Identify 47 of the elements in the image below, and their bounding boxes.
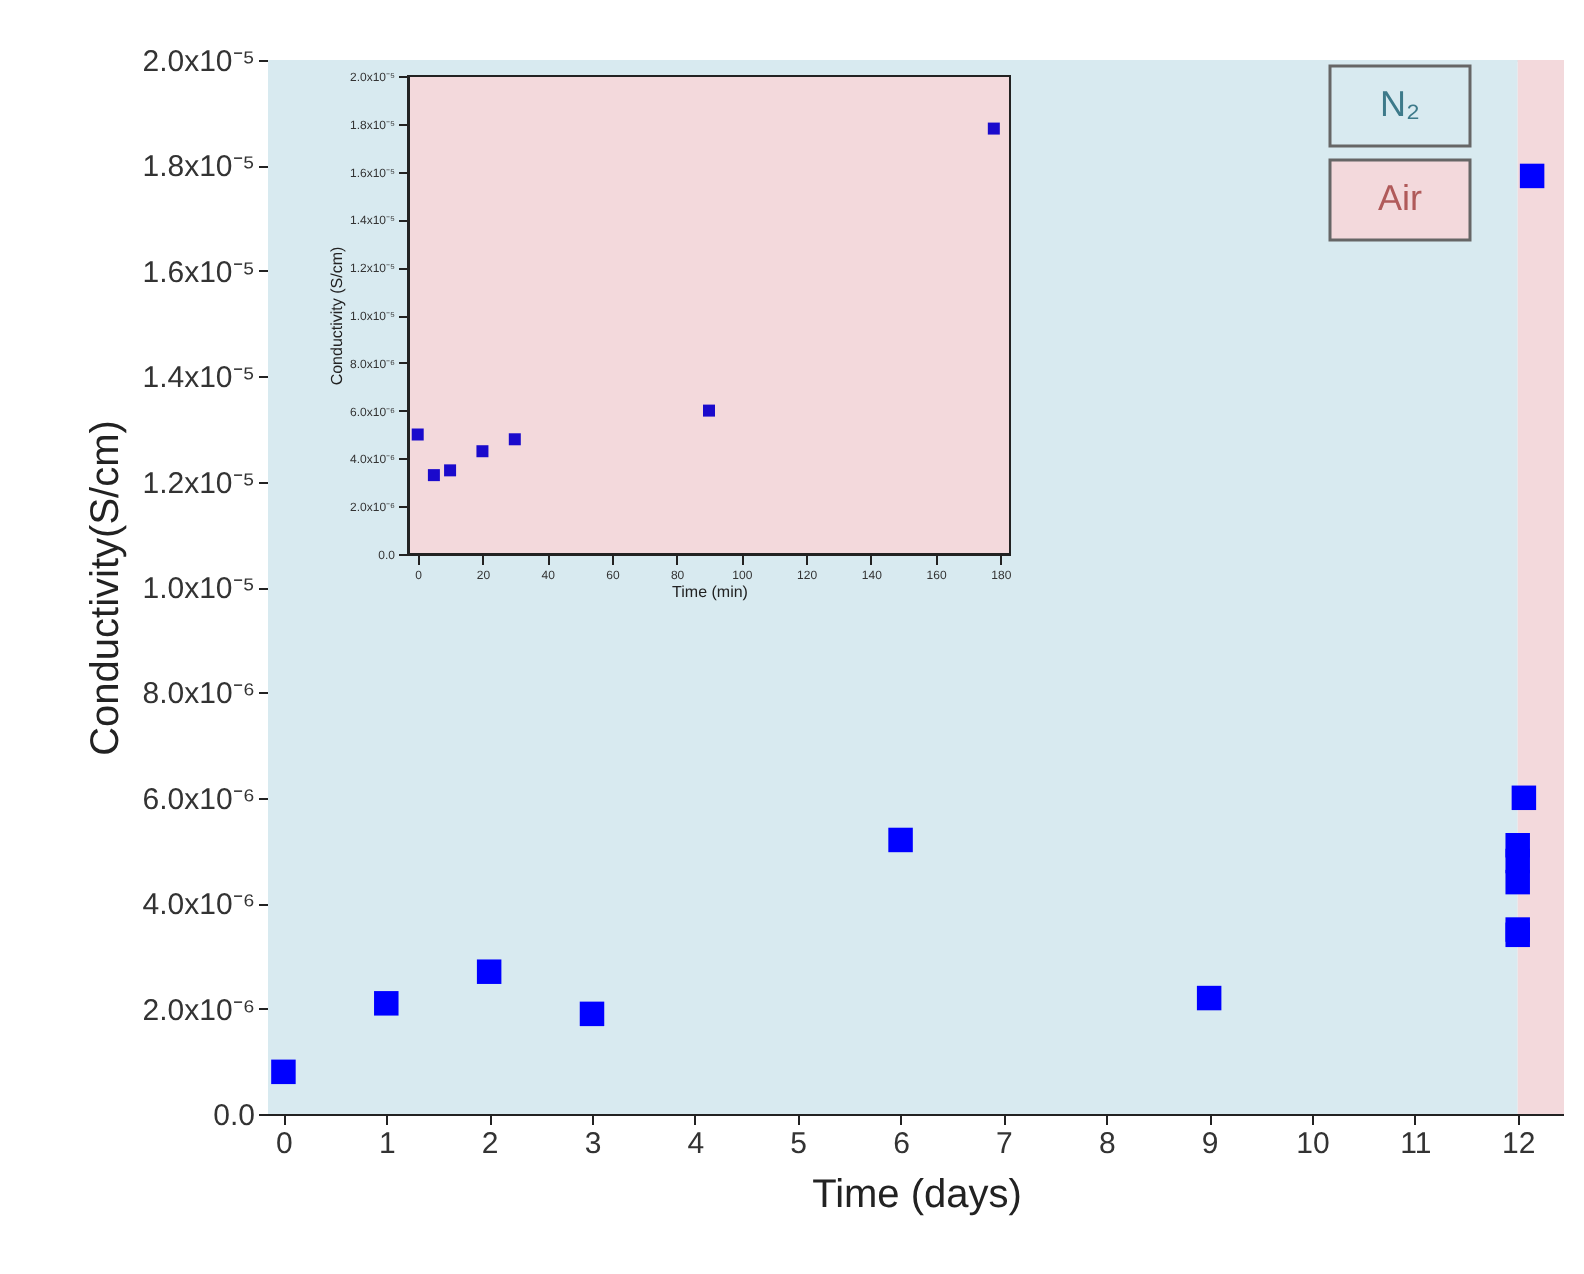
x-axis-title: Time (min) [672,583,749,601]
point [888,827,913,853]
point [271,1059,296,1085]
y-tick-label: 4.0x10⁻⁶ [142,888,255,923]
band-label: N₂ [1380,84,1420,124]
point [508,433,521,446]
x-tick-label: 11 [1400,1127,1432,1161]
point [703,404,715,417]
x-tick-label: 6 [893,1127,910,1161]
point [411,428,424,441]
x-tick-label: 3 [584,1127,602,1161]
y-tick-label: 8.0x10⁻⁶ [142,677,255,712]
point [374,991,399,1016]
point [1511,785,1537,811]
x-tick-label: 2 [481,1127,499,1161]
y-tick-label: 2.0x10⁻⁵ [142,45,255,79]
x-tick-label: 12 [1502,1127,1536,1161]
point [1505,869,1530,895]
band-label: Air [1378,178,1423,218]
y-tick-label: 0.0 [213,1099,255,1133]
x-axis-title: Time (days) [812,1173,1022,1217]
point [444,464,457,477]
y-tick-label: 1.0x10⁻⁵ [142,572,255,606]
x-tick-label: 5 [790,1127,808,1161]
x-tick-label: 8 [1098,1127,1116,1161]
y-axis-title: Conductivity (S/cm) [328,245,346,386]
x-tick-label: 9 [1201,1127,1219,1161]
x-tick-label: 1 [378,1127,396,1161]
x-tick-label: 4 [687,1127,705,1161]
y-tick-label: 1.6x10⁻⁵ [142,255,255,290]
point [476,959,502,984]
y-axis-title: Conductivity(S/cm) [84,420,129,756]
point [1505,922,1530,948]
y-tick-label: 1.2x10⁻⁵ [142,466,255,501]
point [1196,985,1222,1011]
x-tick-label: 0 [276,1127,293,1161]
y-tick-label: 6.0x10⁻⁶ [142,782,255,817]
point [476,445,489,458]
y-tick-label: 2.0x10⁻⁶ [142,993,255,1028]
y-tick-label: 1.4x10⁻⁵ [142,361,255,396]
point [579,1001,605,1027]
y-tick-label: 1.8x10⁻⁵ [142,150,255,185]
point [427,469,440,482]
point [1519,163,1545,189]
point [987,122,1000,135]
x-tick-label: 10 [1296,1127,1330,1161]
x-tick-label: 7 [996,1127,1013,1161]
